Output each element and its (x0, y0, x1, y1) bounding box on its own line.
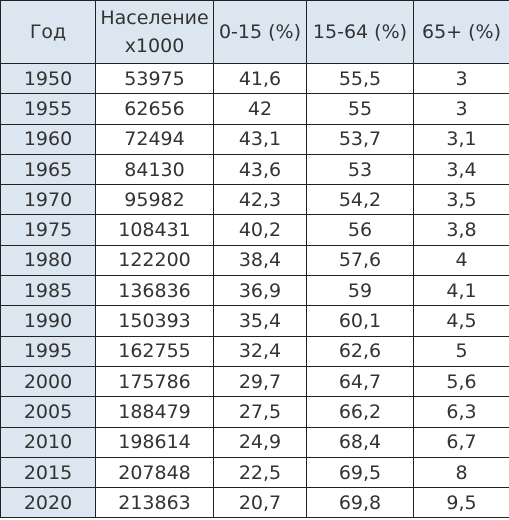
data-cell: 4,5 (413, 305, 509, 337)
data-cell: 136836 (95, 275, 214, 307)
table-row: 1970 95982 42,3 54,2 3,5 (0, 184, 509, 216)
table-row: 2020 213863 20,7 69,8 9,5 (0, 487, 509, 519)
header-cell: 15-64 (%) (306, 0, 414, 64)
year-cell: 1995 (0, 335, 96, 367)
data-cell: 108431 (95, 214, 214, 246)
data-cell: 43,1 (213, 123, 307, 155)
data-cell: 32,4 (213, 335, 307, 367)
header-cell: Население x1000 (95, 0, 214, 64)
table-row: 2010 198614 24,9 68,4 6,7 (0, 426, 509, 458)
header-row: Год Население x1000 0-15 (%) 15-64 (%) 65+ (… (0, 0, 509, 64)
data-cell: 5 (413, 335, 509, 367)
data-cell: 69,5 (306, 456, 414, 489)
table-row: 1980 122200 38,4 57,6 4 (0, 244, 509, 277)
data-cell: 4 (413, 244, 509, 277)
data-cell: 35,4 (213, 305, 307, 337)
table-row: 1960 72494 43,1 53,7 3,1 (0, 123, 509, 155)
data-cell: 36,9 (213, 275, 307, 307)
data-cell: 57,6 (306, 244, 414, 277)
data-cell: 175786 (95, 365, 214, 398)
data-cell: 22,5 (213, 456, 307, 489)
year-cell: 1950 (0, 62, 96, 95)
data-cell: 3 (413, 62, 509, 95)
data-cell: 41,6 (213, 62, 307, 95)
data-cell: 62656 (95, 93, 214, 125)
year-cell: 2010 (0, 426, 96, 458)
data-cell: 40,2 (213, 214, 307, 246)
data-cell: 4,1 (413, 275, 509, 307)
table-row: 2005 188479 27,5 66,2 6,3 (0, 396, 509, 428)
data-cell: 72494 (95, 123, 214, 155)
data-cell: 3,4 (413, 153, 509, 186)
data-cell: 27,5 (213, 396, 307, 428)
data-cell: 3 (413, 93, 509, 125)
data-cell: 5,6 (413, 365, 509, 398)
year-cell: 2020 (0, 487, 96, 519)
data-cell: 122200 (95, 244, 214, 277)
year-cell: 2005 (0, 396, 96, 428)
data-cell: 55 (306, 93, 414, 125)
year-cell: 1965 (0, 153, 96, 186)
table-row: 1950 53975 41,6 55,5 3 (0, 62, 509, 95)
data-cell: 42,3 (213, 184, 307, 216)
table-row: 1985 136836 36,9 59 4,1 (0, 275, 509, 307)
year-cell: 1955 (0, 93, 96, 125)
header-cell: 0-15 (%) (213, 0, 307, 64)
year-cell: 1970 (0, 184, 96, 216)
data-cell: 20,7 (213, 487, 307, 519)
data-cell: 68,4 (306, 426, 414, 458)
data-cell: 9,5 (413, 487, 509, 519)
data-cell: 55,5 (306, 62, 414, 95)
data-cell: 53975 (95, 62, 214, 95)
year-cell: 1985 (0, 275, 96, 307)
data-cell: 69,8 (306, 487, 414, 519)
table-row: 1975 108431 40,2 56 3,8 (0, 214, 509, 246)
data-cell: 3,8 (413, 214, 509, 246)
data-cell: 8 (413, 456, 509, 489)
year-cell: 2000 (0, 365, 96, 398)
header-cell: 65+ (%) (413, 0, 509, 64)
data-cell: 84130 (95, 153, 214, 186)
data-cell: 6,7 (413, 426, 509, 458)
data-cell: 150393 (95, 305, 214, 337)
data-cell: 53 (306, 153, 414, 186)
data-cell: 29,7 (213, 365, 307, 398)
data-cell: 43,6 (213, 153, 307, 186)
data-cell: 59 (306, 275, 414, 307)
data-cell: 6,3 (413, 396, 509, 428)
year-cell: 1975 (0, 214, 96, 246)
year-cell: 1990 (0, 305, 96, 337)
data-cell: 62,6 (306, 335, 414, 367)
data-cell: 3,5 (413, 184, 509, 216)
year-cell: 1960 (0, 123, 96, 155)
data-cell: 198614 (95, 426, 214, 458)
data-cell: 24,9 (213, 426, 307, 458)
data-cell: 95982 (95, 184, 214, 216)
data-cell: 66,2 (306, 396, 414, 428)
data-cell: 56 (306, 214, 414, 246)
data-cell: 60,1 (306, 305, 414, 337)
table-row: 1995 162755 32,4 62,6 5 (0, 335, 509, 367)
table-row: 2015 207848 22,5 69,5 8 (0, 456, 509, 489)
data-cell: 64,7 (306, 365, 414, 398)
data-cell: 188479 (95, 396, 214, 428)
year-cell: 2015 (0, 456, 96, 489)
table-row: 2000 175786 29,7 64,7 5,6 (0, 365, 509, 398)
table-row: 1955 62656 42 55 3 (0, 93, 509, 125)
data-cell: 54,2 (306, 184, 414, 216)
data-cell: 213863 (95, 487, 214, 519)
data-cell: 3,1 (413, 123, 509, 155)
data-cell: 162755 (95, 335, 214, 367)
data-cell: 42 (213, 93, 307, 125)
table-row: 1990 150393 35,4 60,1 4,5 (0, 305, 509, 337)
data-cell: 53,7 (306, 123, 414, 155)
table-body: 1950 53975 41,6 55,5 3 1955 62656 42 55 3 1960 7249… (0, 62, 509, 519)
header-cell: Год (0, 0, 96, 64)
year-cell: 1980 (0, 244, 96, 277)
data-cell: 38,4 (213, 244, 307, 277)
data-cell: 207848 (95, 456, 214, 489)
table-row: 1965 84130 43,6 53 3,4 (0, 153, 509, 186)
